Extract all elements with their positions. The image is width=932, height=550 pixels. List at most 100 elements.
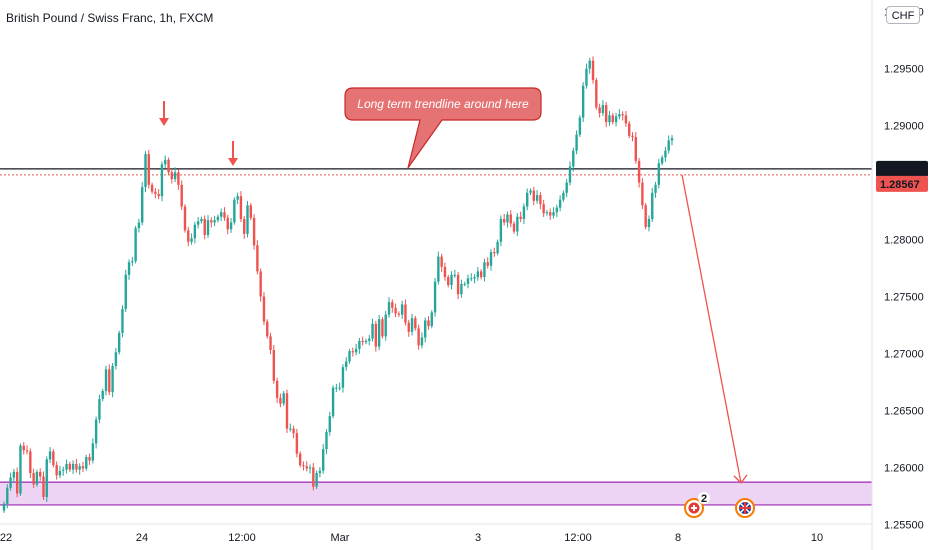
candle-body (88, 457, 91, 461)
candle-body (233, 199, 236, 223)
candle-body (479, 271, 483, 278)
candle-body (289, 428, 292, 430)
y-tick-label: 1.28000 (884, 235, 924, 247)
candle-body (15, 471, 19, 494)
candle-body (108, 369, 111, 393)
candle-body (631, 135, 634, 137)
candle-body (621, 114, 624, 116)
candle-body (164, 159, 167, 165)
price-label-horizontal-line: 1.28620 (876, 160, 928, 177)
candle-body (512, 223, 516, 232)
candle-body (499, 219, 503, 242)
uk-flag-h (739, 507, 751, 509)
candle-body (68, 463, 72, 470)
projection-line (681, 174, 742, 484)
candle-body (364, 340, 368, 343)
annotation-callout-shape (344, 87, 542, 169)
candle-body (660, 157, 664, 164)
badge-count: 2 (701, 493, 707, 505)
candle-body (206, 220, 210, 235)
candle-body (269, 336, 272, 351)
candle-body (414, 318, 417, 329)
candle-body (210, 220, 213, 223)
candle-body (391, 302, 394, 308)
y-tick-label: 1.29000 (884, 121, 924, 133)
candle-body (259, 271, 262, 297)
x-tick-label: 22 (0, 532, 12, 544)
y-tick-label: 1.25500 (884, 519, 924, 531)
candle-body (354, 348, 358, 353)
candle-body (154, 191, 157, 194)
candle-body (196, 221, 200, 225)
x-tick-label: 12:00 (564, 532, 592, 544)
candle-body (325, 432, 328, 450)
candle-body (447, 277, 450, 286)
candle-body (12, 471, 16, 478)
candle-body (55, 465, 58, 476)
candle-body (476, 271, 480, 278)
candle-body (368, 338, 371, 341)
candle-body (483, 262, 486, 278)
candle-body (101, 391, 104, 399)
candle-body (200, 219, 203, 222)
candle-body (644, 205, 647, 227)
candle-body (272, 350, 276, 381)
candles-group (2, 56, 674, 513)
candle-body (58, 470, 62, 476)
candle-body (404, 304, 407, 323)
candle-body (522, 206, 526, 220)
candle-body (637, 160, 641, 183)
currency-selector[interactable]: CHF (886, 6, 920, 24)
candle-body (219, 212, 223, 217)
candle-body (400, 304, 404, 315)
candle-body (308, 467, 312, 469)
x-tick-label: Mar (331, 532, 350, 544)
candle-body (266, 321, 269, 337)
candle-body (502, 219, 506, 223)
candle-body (424, 320, 427, 338)
candle-body (331, 387, 335, 417)
price-label-current: 1.28567 (876, 175, 928, 192)
candle-body (443, 266, 447, 278)
candle-body (651, 192, 654, 220)
candle-body (568, 166, 572, 183)
candle-body (193, 224, 197, 239)
candle-body (516, 216, 519, 232)
candle-body (65, 463, 68, 470)
candle-body (456, 274, 460, 295)
event-badges: 2 (684, 492, 755, 518)
candle-body (312, 467, 315, 487)
candle-body (624, 115, 628, 124)
candle-body (384, 314, 387, 337)
x-tick-label: 10 (811, 532, 823, 544)
y-tick-label: 1.27500 (884, 291, 924, 303)
candle-body (335, 387, 338, 389)
candle-body (262, 296, 266, 322)
candle-body (246, 205, 249, 234)
candle-body (85, 457, 88, 469)
candle-body (470, 278, 473, 280)
candle-body (397, 313, 401, 315)
arrow-marker-head (159, 118, 169, 126)
x-tick-label: 12:00 (228, 532, 256, 544)
candle-body (167, 159, 170, 173)
candle-body (338, 387, 341, 389)
y-axis[interactable]: 1.25500 1.26000 1.26500 1.27000 1.27500 1.280… (871, 0, 924, 550)
candle-body (348, 351, 351, 362)
candle-body (25, 450, 29, 452)
candle-body (91, 443, 95, 461)
candle-body (62, 469, 65, 471)
y-tick-label: 1.26500 (884, 405, 924, 417)
support-zone (0, 481, 872, 506)
candle-body (493, 252, 496, 254)
candle-body (144, 154, 147, 188)
candle-body (450, 274, 453, 286)
x-axis[interactable]: 22 24 12:00 Mar 3 12:00 8 10 (0, 523, 872, 544)
candle-body (137, 222, 141, 229)
candle-body (52, 451, 55, 466)
candle-body (124, 274, 127, 310)
candle-body (532, 190, 535, 201)
candle-body (358, 340, 361, 349)
candle-body (598, 107, 601, 114)
candle-body (9, 477, 12, 488)
